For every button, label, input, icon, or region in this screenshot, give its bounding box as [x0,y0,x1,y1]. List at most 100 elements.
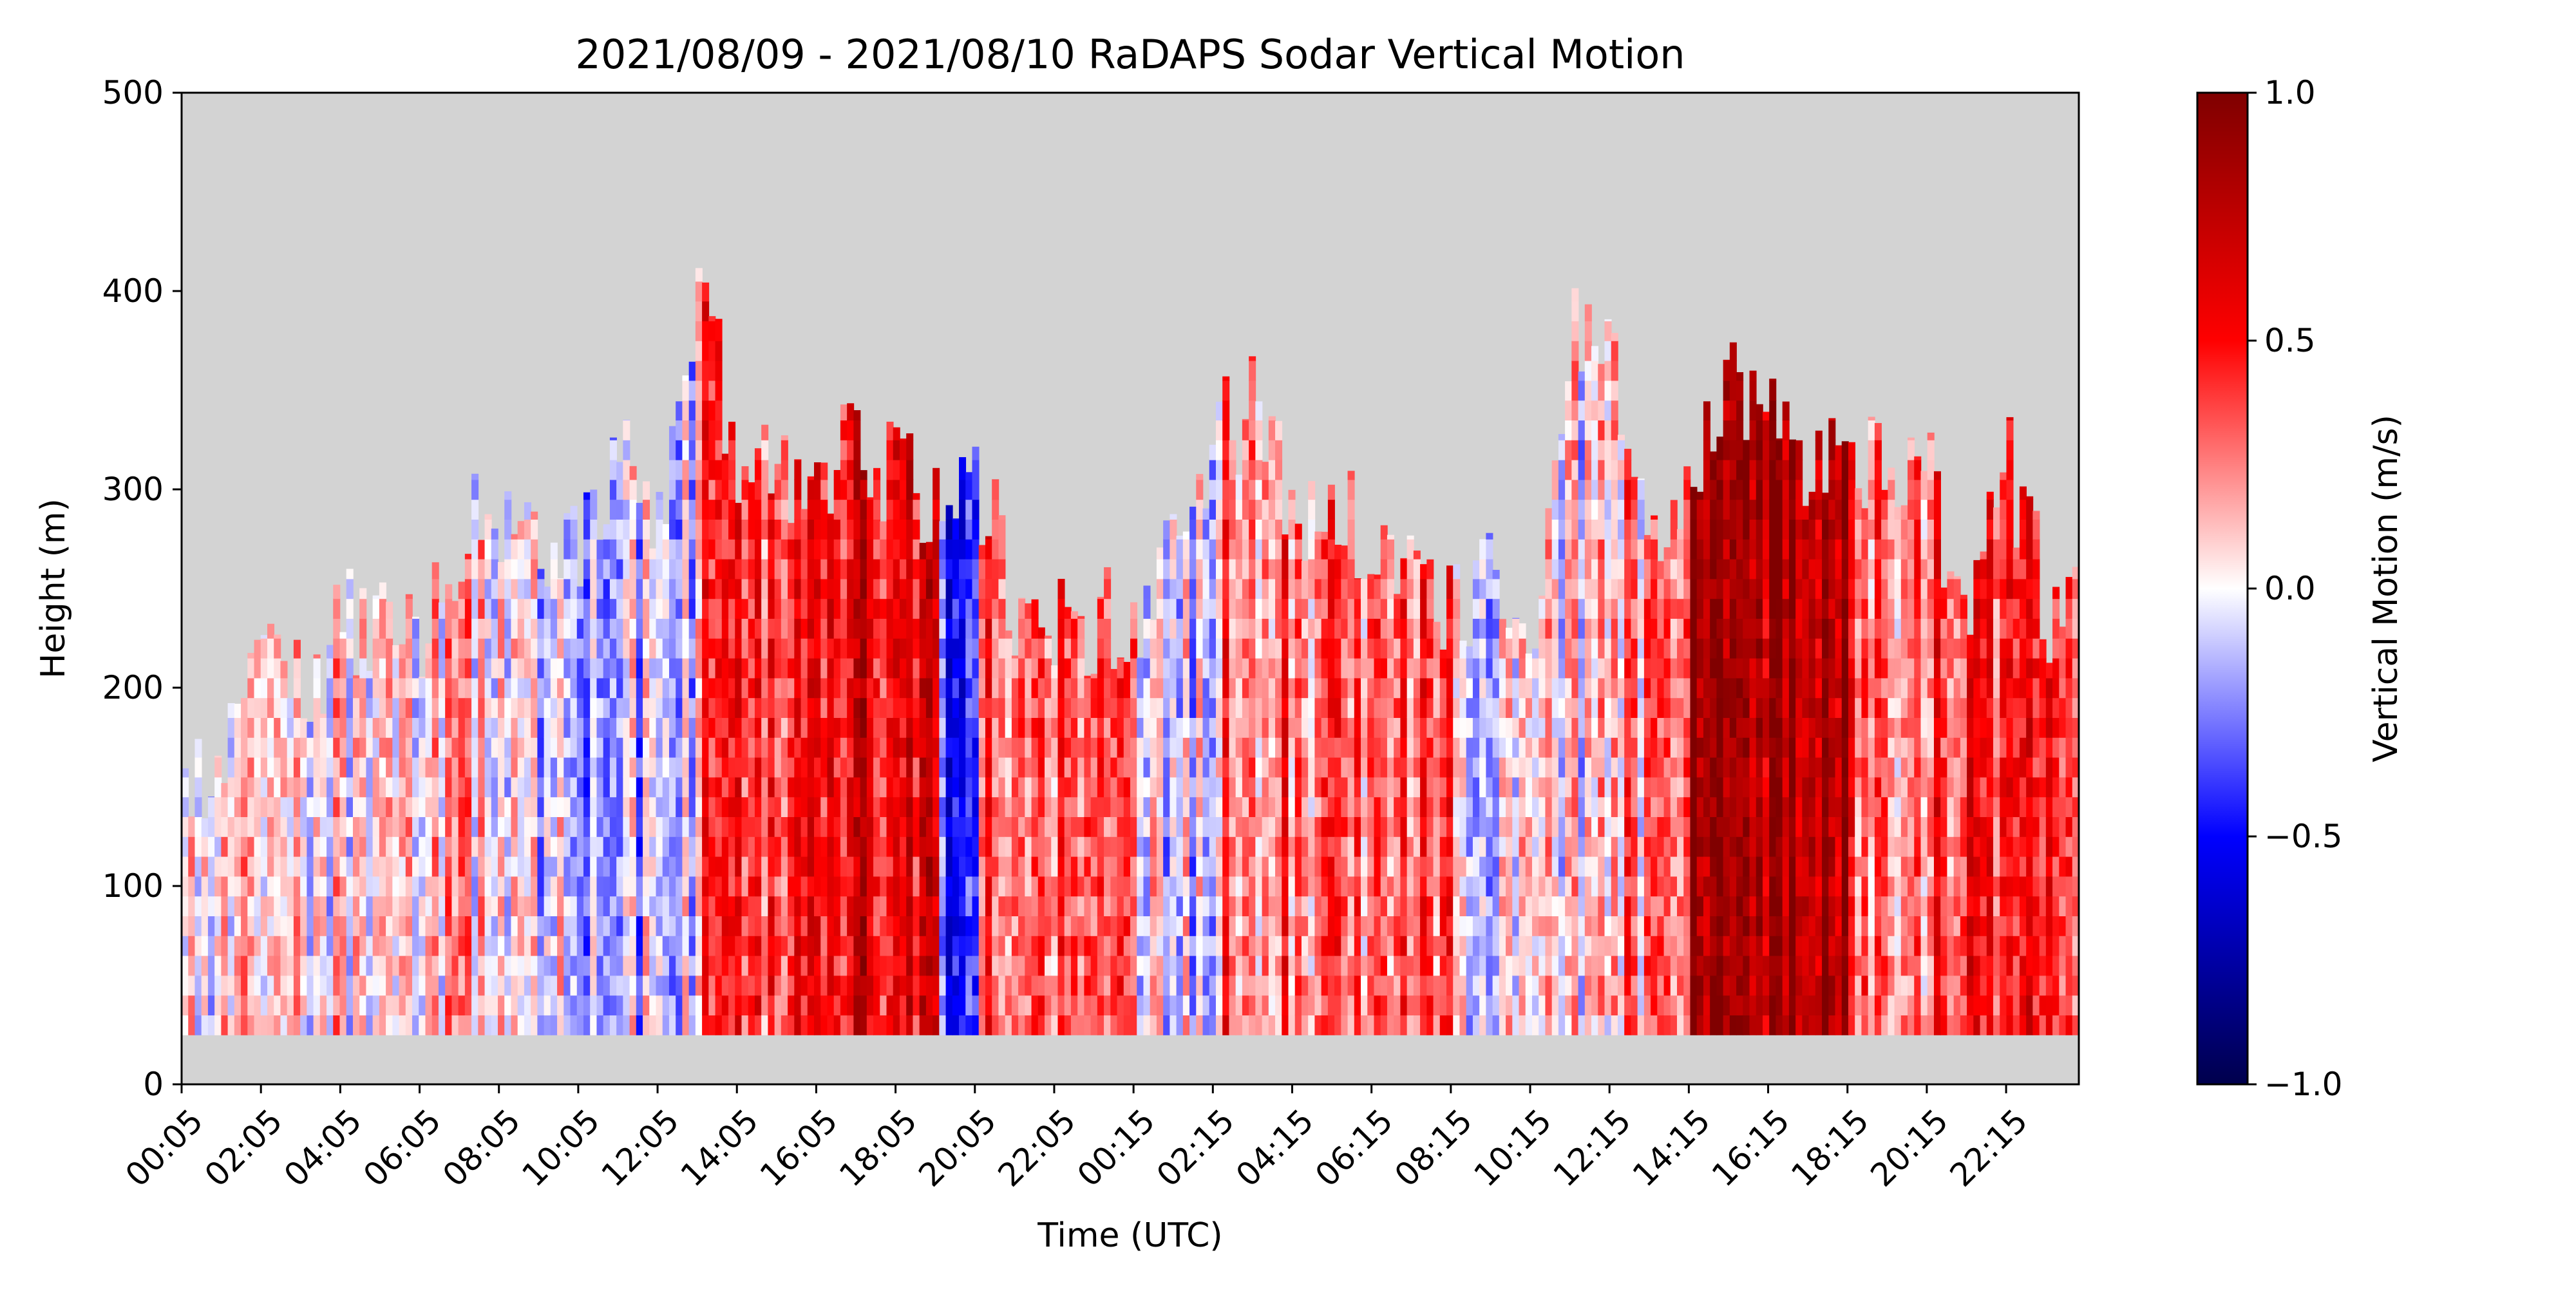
heatmap-cell [1294,856,1302,877]
heatmap-cell [366,737,374,758]
heatmap-cell [866,1015,874,1035]
heatmap-cell [557,955,565,976]
heatmap-cell [1262,777,1269,798]
heatmap-cell [1117,836,1124,857]
heatmap-cell [609,896,617,916]
heatmap-cell [945,777,953,798]
heatmap-cell [695,717,703,738]
heatmap-cell [860,816,867,837]
heatmap-cell [1400,916,1408,936]
heatmap-cell [820,876,828,897]
heatmap-cell [458,975,466,996]
heatmap-cell [933,916,940,936]
heatmap-cell [1433,995,1441,1015]
heatmap-cell [1282,657,1289,679]
heatmap-cell [379,856,386,877]
heatmap-cell [1084,796,1092,817]
heatmap-cell [933,638,940,659]
heatmap-cell [1400,936,1408,956]
heatmap-cell [557,936,565,956]
heatmap-cell [333,896,341,916]
heatmap-cell [1288,876,1296,897]
heatmap-cell [458,677,466,699]
heatmap-cell [1367,657,1375,679]
heatmap-cell [893,427,900,440]
heatmap-cell [1084,896,1092,916]
heatmap-cell [708,796,716,817]
heatmap-cell [234,955,242,976]
heatmap-cell [498,995,506,1015]
heatmap-cell [1064,896,1072,916]
heatmap-cell [1077,796,1085,817]
heatmap-cell [201,975,209,996]
heatmap-cell [590,836,598,857]
heatmap-cell [886,836,894,857]
heatmap-cell [662,936,670,956]
heatmap-cell [1215,995,1224,1015]
heatmap-cell [1426,697,1434,718]
heatmap-cell [800,955,808,976]
heatmap-cell [623,578,630,599]
heatmap-cell [564,618,571,639]
heatmap-cell [1374,777,1381,798]
heatmap-cell [853,677,861,699]
heatmap-cell [207,836,215,857]
heatmap-cell [1051,665,1059,679]
heatmap-cell [853,618,861,639]
heatmap-cell [590,519,598,540]
heatmap-cell [925,836,933,857]
heatmap-cell [339,816,347,837]
heatmap-cell [221,796,229,817]
heatmap-cell [1268,459,1276,480]
heatmap-cell [1222,777,1230,798]
heatmap-cell [1255,975,1263,996]
heatmap-cell [945,598,953,619]
heatmap-cell [392,916,400,936]
heatmap-cell [1057,856,1065,877]
heatmap-cell [788,796,795,817]
heatmap-cell [886,955,894,976]
heatmap-cell [333,955,341,976]
heatmap-cell [629,499,637,520]
heatmap-cell [1347,975,1355,996]
heatmap-cell [313,657,321,679]
heatmap-cell [1182,936,1190,956]
heatmap-cell [893,539,900,560]
heatmap-cell [557,578,565,599]
heatmap-cell [1321,531,1329,540]
heatmap-cell [800,936,808,956]
heatmap-cell [1189,975,1197,996]
heatmap-cell [590,558,598,580]
heatmap-cell [1453,638,1461,659]
heatmap-cell [1005,876,1012,897]
heatmap-cell [925,618,933,639]
heatmap-cell [1387,657,1394,679]
heatmap-cell [1486,916,1493,936]
heatmap-cell [695,757,703,778]
heatmap-cell [807,916,815,936]
heatmap-cell [188,816,196,817]
heatmap-cell [708,598,716,619]
heatmap-cell [1472,995,1480,1015]
heatmap-cell [287,698,294,718]
heatmap-cell [820,916,828,936]
heatmap-cell [774,519,782,540]
heatmap-cell [1426,598,1434,619]
heatmap-cell [945,737,953,758]
heatmap-cell [688,836,696,857]
heatmap-cell [392,657,400,679]
heatmap-cell [1275,1015,1283,1035]
heatmap-cell [478,836,486,857]
heatmap-cell [1321,717,1329,738]
heatmap-cell [853,459,861,480]
heatmap-cell [379,1015,386,1035]
heatmap-cell [227,703,235,718]
heatmap-cell [800,816,808,837]
heatmap-cell [1282,578,1289,599]
heatmap-cell [1209,796,1217,817]
heatmap-cell [761,578,769,599]
heatmap-cell [768,598,775,619]
heatmap-cell [807,757,815,778]
heatmap-cell [998,995,1006,1015]
heatmap-cell [1209,578,1217,599]
